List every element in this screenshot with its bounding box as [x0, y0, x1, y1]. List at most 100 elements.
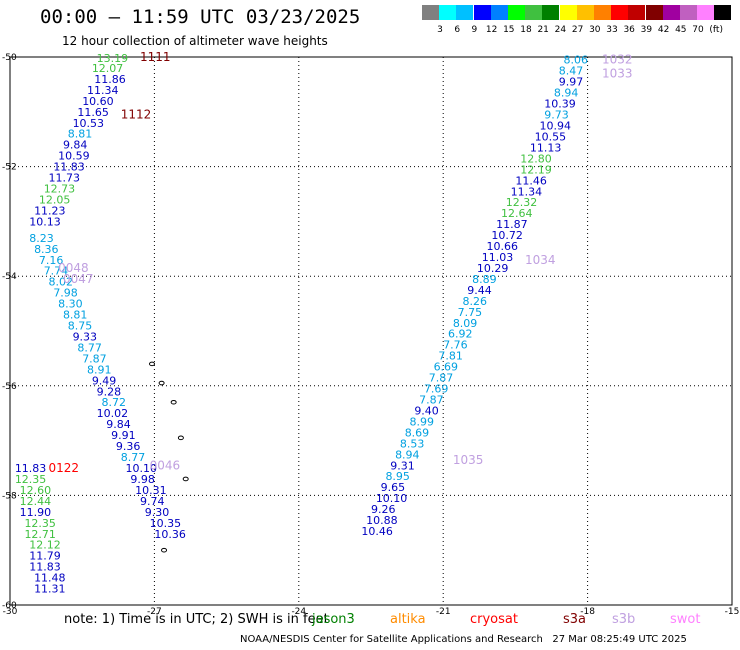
color-scale-label: 21 — [537, 25, 549, 35]
legend-entry-s3b: s3b — [612, 612, 636, 627]
wave-height-label: 6.69 — [434, 361, 459, 374]
wave-height-label: 6.92 — [448, 328, 473, 341]
color-swatch — [456, 5, 474, 20]
wave-height-label: 12.71 — [24, 528, 56, 541]
wave-height-label: 10.53 — [73, 117, 105, 130]
wave-height-label: 8.91 — [87, 363, 112, 376]
wave-height-label: 11.87 — [496, 218, 528, 231]
wave-height-label: 10.60 — [82, 95, 114, 108]
track-time-label: 1112 — [121, 108, 152, 122]
note-text: note: 1) Time is in UTC; 2) SWH is in fe… — [64, 612, 329, 627]
wave-height-label: 10.31 — [135, 484, 167, 497]
wave-height-label: 12.60 — [20, 484, 52, 497]
wave-height-label: 8.99 — [410, 415, 435, 428]
wave-height-label: 8.47 — [559, 65, 584, 78]
track-time-label: 1032 — [602, 53, 633, 67]
wave-height-label: 8.09 — [453, 317, 478, 330]
wave-height-label: 11.79 — [29, 550, 61, 563]
wave-height-label: 11.83 — [15, 462, 46, 475]
wave-height-label: 7.16 — [39, 254, 64, 267]
color-swatch — [680, 5, 697, 20]
wave-height-label: 8.81 — [63, 309, 88, 322]
wave-height-label: 11.34 — [511, 185, 543, 198]
wave-height-label: 10.10 — [126, 462, 157, 475]
island-outline — [148, 361, 155, 367]
wave-height-label: 7.87 — [429, 372, 454, 385]
wave-height-label: 12.73 — [44, 183, 75, 196]
wave-height-label: 7.69 — [424, 383, 449, 396]
wave-height-label: 12.44 — [20, 495, 52, 508]
wave-height-label: 10.94 — [539, 120, 571, 133]
track-time-label: 0122 — [49, 461, 80, 475]
legend-entry-s3a: s3a — [563, 612, 587, 627]
wave-height-label: 9.26 — [371, 503, 396, 516]
color-swatch — [611, 5, 629, 20]
color-swatch — [422, 5, 439, 20]
wave-height-label: 7.87 — [82, 352, 107, 365]
island-outline — [177, 435, 184, 441]
color-swatch — [594, 5, 611, 20]
wave-height-label: 9.49 — [92, 374, 117, 387]
legend-entry-cryosat: cryosat — [470, 612, 518, 627]
track-time-label: 1035 — [453, 453, 484, 467]
color-swatch — [628, 5, 646, 20]
color-swatch — [559, 5, 577, 20]
wave-height-label: 11.83 — [53, 161, 85, 174]
wave-height-label: 9.31 — [390, 459, 415, 472]
wave-height-label: 8.26 — [462, 295, 487, 308]
color-scale-label: 3 — [437, 25, 443, 35]
plot-frame — [9, 56, 733, 606]
color-scale-label: 6 — [454, 25, 461, 35]
wave-height-label: 9.40 — [414, 404, 439, 417]
wave-height-label: 9.28 — [97, 385, 122, 398]
island-outline — [158, 380, 165, 386]
track-time-label: 0048 — [58, 261, 89, 275]
wave-height-label: 8.23 — [29, 232, 54, 245]
color-scale-label: 30 — [589, 25, 601, 35]
latitude-tick-label: -60 — [2, 601, 17, 611]
color-swatch — [473, 5, 491, 20]
wave-height-label: 11.13 — [530, 141, 562, 154]
track-time-label: 1111 — [140, 50, 171, 64]
legend-entry-jason3: jason3 — [312, 612, 355, 627]
longitude-tick-label: -15 — [725, 607, 740, 617]
wave-height-label: 7.98 — [53, 287, 78, 300]
color-scale-unit: (ft) — [709, 25, 723, 35]
color-scale-label: 15 — [503, 25, 515, 35]
longitude-tick-label: -27 — [147, 607, 162, 617]
wave-height-label: 8.02 — [49, 276, 74, 289]
wave-height-label: 8.06 — [564, 54, 589, 67]
wave-height-label: 10.66 — [487, 240, 519, 253]
color-swatch — [697, 5, 715, 20]
wave-height-label: 9.91 — [111, 429, 136, 442]
color-scale-label: 24 — [554, 25, 567, 35]
wave-height-label: 12.35 — [15, 473, 46, 486]
wave-height-label: 12.05 — [39, 193, 71, 206]
wave-height-label: 12.64 — [501, 207, 532, 220]
color-swatch — [490, 5, 508, 20]
color-swatch — [508, 5, 525, 20]
legend-entry-altika: altika — [390, 612, 426, 627]
wave-height-label: 13.19 — [97, 52, 129, 65]
wave-height-label: 10.13 — [29, 215, 61, 228]
wave-height-label: 8.53 — [400, 437, 425, 450]
wave-height-label: 9.74 — [140, 495, 165, 508]
color-scale-label: 33 — [606, 25, 618, 35]
color-swatch — [662, 5, 680, 20]
wave-height-label: 8.30 — [58, 298, 82, 311]
color-swatch — [439, 5, 457, 20]
wave-height-label: 9.30 — [145, 506, 170, 519]
track-time-label: 1033 — [602, 66, 633, 80]
color-scale-label: 12 — [485, 25, 498, 35]
wave-height-label: 10.46 — [361, 525, 393, 538]
wave-height-label: 11.73 — [49, 172, 81, 185]
color-swatch — [576, 5, 594, 20]
latitude-tick-label: -50 — [2, 53, 17, 63]
latitude-tick-label: -58 — [2, 491, 17, 501]
wave-height-label: 11.48 — [34, 572, 66, 585]
wave-height-label: 10.29 — [477, 262, 509, 275]
wave-height-label: 12.32 — [506, 196, 537, 209]
wave-height-label: 8.95 — [385, 470, 410, 483]
wave-height-label: 9.98 — [130, 473, 155, 486]
